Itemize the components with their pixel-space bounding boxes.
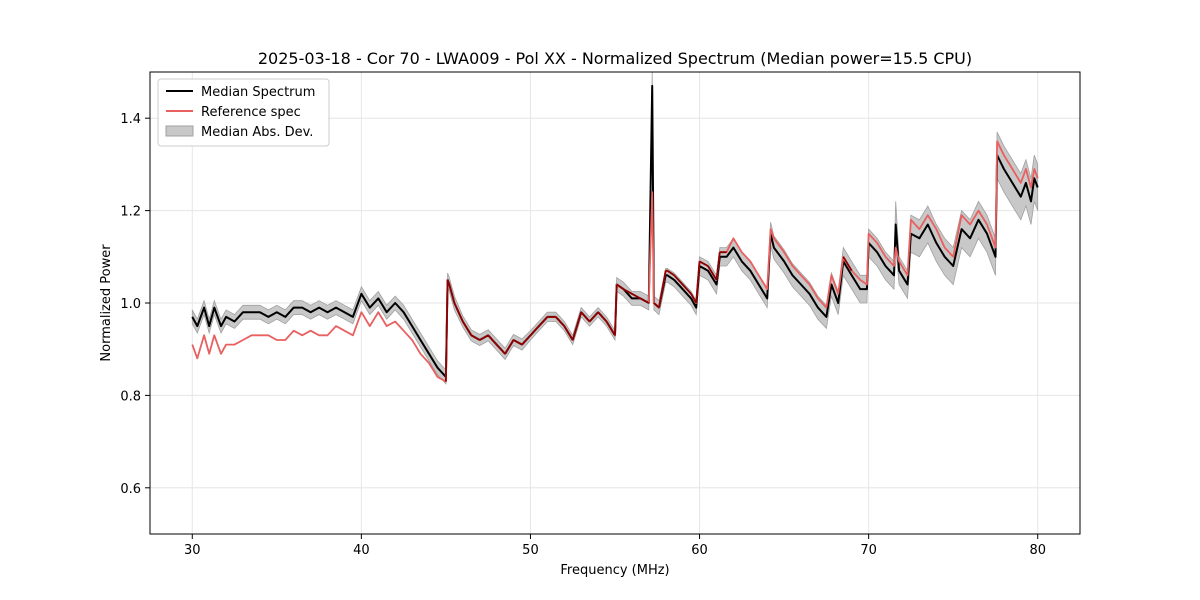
legend-mad-label: Median Abs. Dev. [201, 125, 313, 140]
x-tick-label: 50 [522, 543, 539, 558]
chart-title: 2025-03-18 - Cor 70 - LWA009 - Pol XX - … [258, 49, 972, 68]
legend-reference-label: Reference spec [201, 105, 301, 120]
x-axis: 30 40 50 60 70 80 [184, 534, 1046, 558]
x-tick-label: 80 [1029, 543, 1046, 558]
x-tick-label: 40 [353, 543, 370, 558]
plot-area [191, 71, 1039, 385]
x-tick-label: 60 [691, 543, 708, 558]
x-tick-label: 30 [184, 543, 201, 558]
y-axis: 0.6 0.8 1.0 1.2 1.4 [120, 112, 150, 497]
y-axis-label: Normalized Power [99, 244, 114, 362]
x-tick-label: 70 [860, 543, 877, 558]
x-axis-label: Frequency (MHz) [560, 563, 669, 578]
y-tick-label: 0.6 [120, 482, 141, 497]
legend-box [157, 78, 330, 147]
legend: Median Spectrum Reference spec Median Ab… [157, 78, 330, 147]
legend-mad-swatch [165, 125, 194, 137]
y-tick-label: 1.4 [120, 112, 141, 127]
overlap-segments [445, 251, 853, 382]
y-tick-label: 0.8 [120, 389, 141, 404]
legend-median-label: Median Spectrum [201, 85, 315, 100]
y-tick-label: 1.2 [120, 205, 141, 220]
y-tick-label: 1.0 [120, 297, 141, 312]
